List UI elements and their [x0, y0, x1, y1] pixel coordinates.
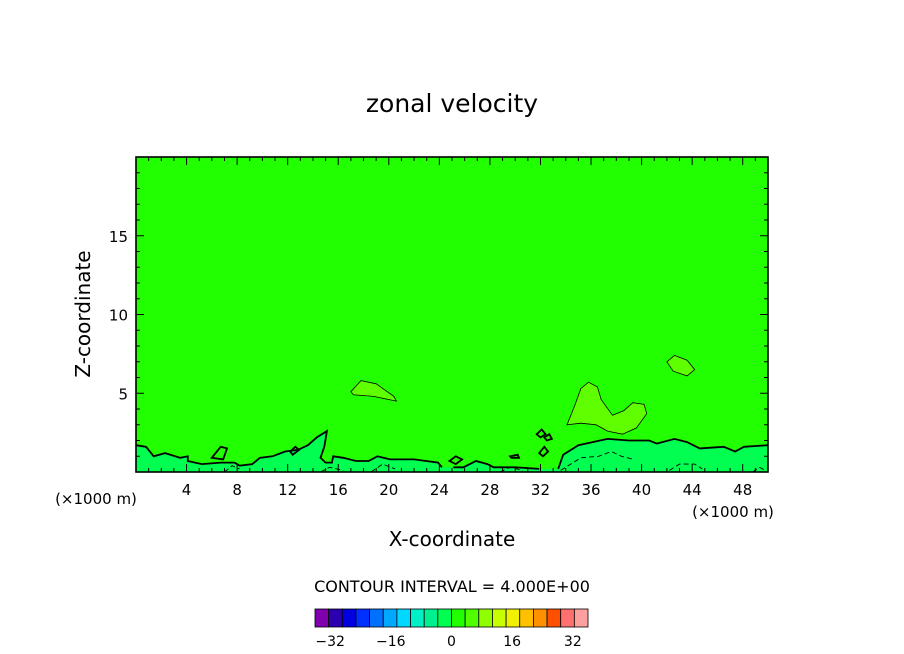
y-axis-label: Z-coordinate	[71, 250, 95, 377]
contour-11	[666, 354, 696, 377]
colorbar: −32 −16 0 16 32	[314, 608, 589, 650]
colorbar-cell	[533, 608, 548, 628]
colorbar-cell	[451, 608, 466, 628]
shaded-regions	[136, 157, 768, 472]
colorbar-cell	[573, 608, 589, 628]
colorbar-tick-label: −16	[376, 634, 406, 650]
contour-interval-label: CONTOUR INTERVAL = 4.000E+00	[314, 577, 590, 596]
contour-9	[508, 453, 521, 459]
contour-14	[669, 463, 703, 471]
x-tick-label: 32	[531, 481, 550, 499]
contour-18	[499, 466, 523, 473]
colorbar-cell	[437, 608, 452, 628]
contour-15	[224, 465, 240, 473]
colorbar-cell	[341, 608, 357, 628]
x-tick-label: 4	[182, 481, 192, 499]
y-tick-label: 10	[109, 307, 128, 325]
contour-8	[537, 445, 550, 458]
y-tick-label: 5	[118, 385, 128, 403]
colorbar-tick-label: 16	[503, 634, 521, 650]
colorbar-cell	[464, 608, 480, 628]
x-tick-label: 20	[379, 481, 398, 499]
contour-1	[453, 460, 540, 470]
colorbar-cell	[478, 608, 493, 628]
colorbar-tick-label: 0	[447, 634, 456, 650]
x-tick-label: 44	[683, 481, 702, 499]
x-tick-label: 40	[632, 481, 651, 499]
region-3	[136, 431, 768, 472]
contour-4	[288, 445, 301, 456]
contour-10	[350, 380, 398, 402]
colorbar-cell	[328, 608, 343, 628]
region-1	[666, 355, 695, 376]
colorbar-cell	[369, 608, 384, 628]
x-unit-left: (×1000 m)	[55, 490, 137, 508]
contour-lines	[135, 354, 769, 473]
colorbar-cell	[505, 608, 521, 628]
contour-13	[560, 451, 635, 471]
x-tick-label: 24	[430, 481, 449, 499]
chart-title: zonal velocity	[366, 89, 538, 118]
x-axis-label: X-coordinate	[389, 527, 516, 551]
colorbar-cell	[355, 608, 371, 628]
colorbar-tick-label: 32	[564, 634, 582, 650]
contour-3	[210, 445, 229, 461]
colorbar-cell	[560, 608, 575, 628]
x-tick-label: 36	[581, 481, 600, 499]
colorbar-cell	[492, 608, 507, 628]
colorbar-cell	[382, 608, 398, 628]
y-tick-label: 15	[109, 228, 128, 246]
contour-7	[542, 432, 554, 442]
contour-5	[447, 455, 464, 466]
colorbar-tick-label: −32	[315, 634, 345, 650]
region-2	[567, 382, 647, 435]
x-tick-label: 8	[232, 481, 242, 499]
colorbar-cell	[519, 608, 534, 628]
colorbar-cell	[314, 608, 330, 628]
x-tick-label: 28	[480, 481, 499, 499]
x-tick-label: 12	[278, 481, 297, 499]
contour-2	[557, 437, 769, 470]
colorbar-cell	[423, 608, 439, 628]
contour-12	[566, 381, 648, 435]
x-tick-label: 48	[733, 481, 752, 499]
field-background	[136, 157, 768, 472]
colorbar-cell	[410, 608, 425, 628]
contour-0	[135, 429, 443, 468]
region-0	[350, 380, 397, 402]
colorbar-cell	[396, 608, 411, 628]
colorbar-cell	[546, 608, 562, 628]
contour-17	[370, 463, 396, 473]
x-unit-right: (×1000 m)	[692, 503, 774, 521]
x-tick-label: 16	[329, 481, 348, 499]
contour-6	[535, 428, 547, 439]
